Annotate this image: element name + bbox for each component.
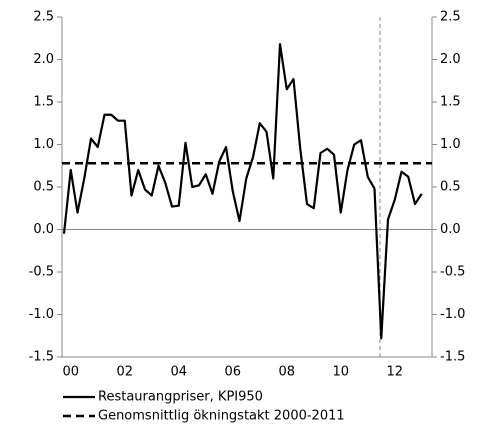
x-tick-label: 08 <box>278 365 295 380</box>
legend-label: Restaurangpriser, KPI950 <box>98 390 263 405</box>
y-tick-label: 0.5 <box>33 180 54 195</box>
y2-tick-label: -0.5 <box>440 265 465 280</box>
x-tick-label: 02 <box>116 365 133 380</box>
y2-tick-label: -1.0 <box>440 307 465 322</box>
y-tick-label: -1.0 <box>29 307 54 322</box>
x-tick-label: 12 <box>386 365 403 380</box>
y2-tick-label: 2.0 <box>440 52 461 67</box>
x-tick-label: 00 <box>62 365 79 380</box>
y-tick-label: 2.0 <box>33 52 54 67</box>
y-tick-label: 0.0 <box>33 222 54 237</box>
y-tick-label: 1.5 <box>33 95 54 110</box>
y-tick-label: -0.5 <box>29 265 54 280</box>
y2-tick-label: 1.0 <box>440 137 461 152</box>
y2-tick-label: 0.5 <box>440 180 461 195</box>
x-tick-label: 06 <box>224 365 241 380</box>
y-tick-label: 2.5 <box>33 10 54 25</box>
y2-tick-label: 0.0 <box>440 222 461 237</box>
y-tick-label: 1.0 <box>33 137 54 152</box>
y2-tick-label: -1.5 <box>440 350 465 365</box>
y2-tick-label: 2.5 <box>440 10 461 25</box>
x-tick-label: 10 <box>332 365 349 380</box>
y2-tick-label: 1.5 <box>440 95 461 110</box>
x-tick-label: 04 <box>170 365 187 380</box>
legend-label: Genomsnittlig ökningstakt 2000-2011 <box>98 409 345 424</box>
data-line <box>62 43 423 340</box>
y-tick-label: -1.5 <box>29 350 54 365</box>
